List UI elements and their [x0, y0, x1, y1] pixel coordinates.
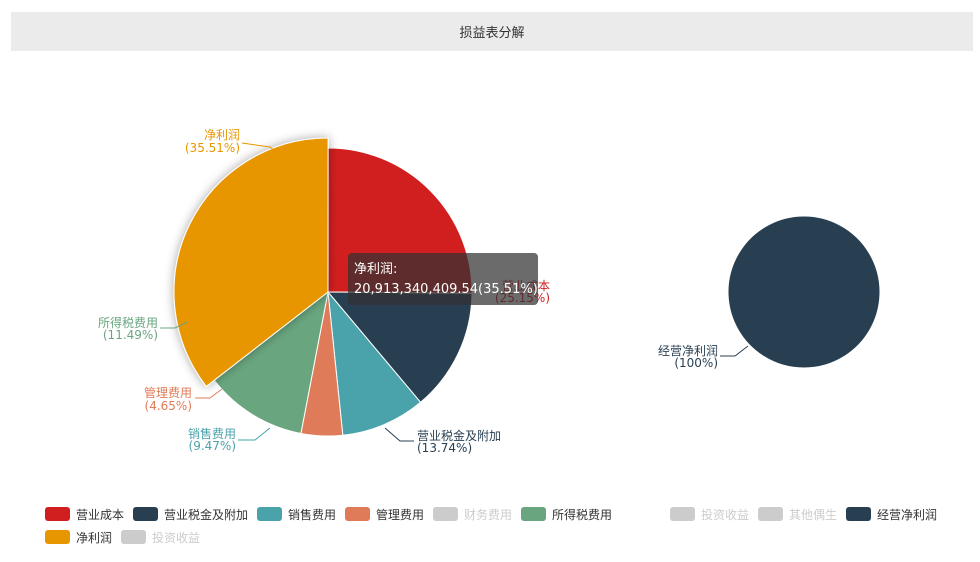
legend-swatch: [670, 507, 695, 521]
label-op-net-profit-pct: (100%): [674, 356, 718, 370]
legend-swatch: [846, 507, 871, 521]
legend-item-right-2[interactable]: 经营净利润: [846, 507, 938, 522]
label-income-tax-name: 所得税费用: [98, 315, 158, 330]
tooltip-value: 20,913,340,409.54(35.51%): [354, 282, 538, 297]
legend-label: 所得税费用: [552, 507, 613, 522]
leader-line-admin: [195, 388, 223, 399]
legend-item-left-2[interactable]: 销售费用: [257, 507, 337, 522]
chart-header: 损益表分解: [11, 12, 973, 51]
legend-label: 销售费用: [288, 507, 337, 522]
legend-label: 财务费用: [464, 507, 513, 522]
label-tax-pct: (13.74%): [417, 441, 472, 455]
pie-slice-5[interactable]: [173, 137, 329, 388]
legend-item-left-1[interactable]: 营业税金及附加: [133, 507, 249, 522]
tooltip-title: 净利润:: [354, 262, 398, 277]
label-sales-name: 销售费用: [188, 426, 236, 441]
legend-swatch: [758, 507, 783, 521]
legend-swatch: [121, 530, 146, 544]
legend-swatch: [345, 507, 370, 521]
pie-slice-0[interactable]: [727, 215, 881, 369]
label-tax-name: 营业税金及附加: [417, 428, 501, 443]
leader-line-income-tax: [160, 321, 188, 329]
legend-swatch: [45, 507, 70, 521]
label-income-tax-pct: (11.49%): [103, 328, 158, 342]
label-net-profit-name: 净利润: [204, 128, 240, 142]
leader-line-sales: [238, 427, 271, 441]
label-admin-pct: (4.65%): [145, 399, 192, 413]
label-admin-name: 管理费用: [144, 385, 192, 400]
leader-line-tax: [384, 427, 414, 442]
legend-item-right-1[interactable]: 其他偶生: [758, 507, 838, 522]
legend-item-left-7[interactable]: 投资收益: [121, 530, 201, 545]
leader-lines: [160, 142, 749, 442]
legend-swatch: [257, 507, 282, 521]
legend-swatch: [45, 530, 70, 544]
tooltip: 净利润: 20,913,340,409.54(35.51%): [348, 253, 538, 305]
leader-line-net-profit: [241, 142, 287, 161]
legend-item-left-3[interactable]: 管理费用: [345, 507, 425, 522]
chart-title: 损益表分解: [459, 26, 525, 41]
legend-label: 净利润: [76, 530, 113, 545]
legend-item-left-4[interactable]: 财务费用: [433, 507, 513, 522]
legend-label: 投资收益: [152, 530, 201, 545]
label-sales-pct: (9.47%): [189, 439, 236, 453]
legend-label: 投资收益: [701, 507, 750, 522]
legend-item-right-0[interactable]: 投资收益: [670, 507, 750, 522]
legend-label: 经营净利润: [877, 507, 938, 522]
label-net-profit-pct: (35.51%): [185, 141, 240, 155]
legend-item-left-5[interactable]: 所得税费用: [521, 507, 613, 522]
legend-swatch: [433, 507, 458, 521]
leader-line-op-net-profit: [720, 345, 749, 357]
legend-item-left-0[interactable]: 营业成本: [45, 507, 125, 522]
pie-slice-4[interactable]: [213, 290, 329, 435]
legend-swatch: [133, 507, 158, 521]
legend-label: 管理费用: [376, 507, 425, 522]
legend-label: 营业成本: [76, 507, 125, 522]
pie-chart-operating: [727, 215, 881, 369]
legend-swatch: [521, 507, 546, 521]
legend-label: 营业税金及附加: [164, 507, 249, 522]
legend-item-left-6[interactable]: 净利润: [45, 530, 113, 545]
label-op-net-profit-name: 经营净利润: [658, 344, 718, 358]
pie-slice-2[interactable]: [327, 290, 422, 436]
legend-label: 其他偶生: [789, 507, 838, 522]
